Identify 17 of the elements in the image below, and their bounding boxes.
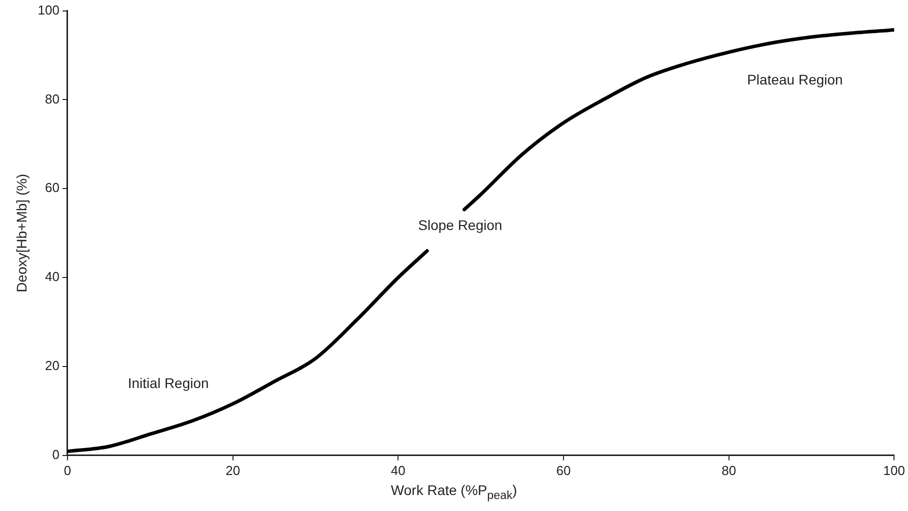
y-tick-label: 40	[45, 269, 60, 284]
y-tick-label: 60	[45, 180, 60, 196]
x-tick-label: 60	[556, 462, 571, 478]
y-tick-label: 20	[45, 358, 60, 374]
x-tick-label: 20	[226, 462, 240, 478]
x-tick-label: 80	[722, 462, 736, 478]
annotation: Initial Region	[128, 375, 209, 392]
annotation: Plateau Region	[747, 71, 843, 88]
annotation: Slope Region	[418, 216, 502, 233]
x-tick-label: 40	[390, 462, 406, 478]
x-tick-label: 100	[883, 462, 906, 478]
y-tick-label: 80	[45, 91, 60, 106]
x-tick-label: 0	[64, 462, 72, 478]
x-axis-title: Work Rate (%P$_{peak}$)	[390, 482, 518, 502]
y-tick-label: 0	[52, 446, 60, 462]
y-tick-label: 100	[38, 2, 60, 18]
y-axis-title: Deoxy[Hb+Mb] (%)	[13, 174, 30, 292]
